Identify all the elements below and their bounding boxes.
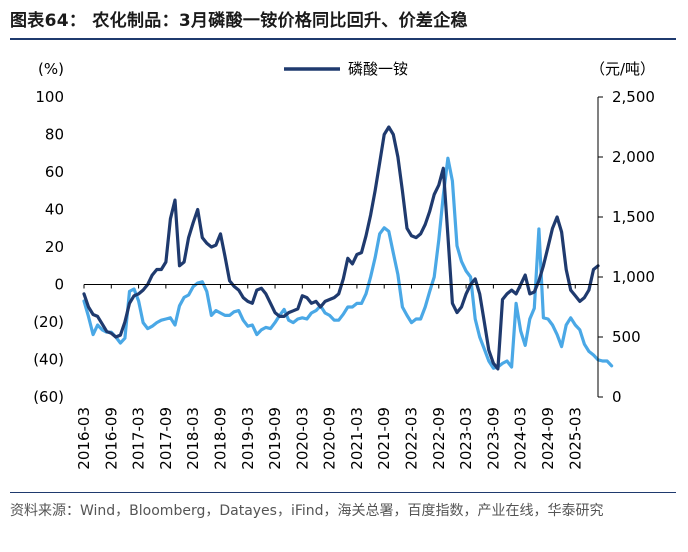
x-tick-label: 2021-03 (348, 407, 366, 470)
right-tick-label: 2,500 (612, 88, 655, 106)
legend-label: 磷酸一铵 (348, 60, 408, 78)
series-line-light (82, 156, 614, 370)
x-tick-label: 2023-09 (484, 407, 502, 470)
x-tick-label: 2020-03 (293, 407, 311, 470)
left-tick-label: 100 (35, 88, 64, 106)
x-tick-label: 2019-03 (239, 407, 257, 470)
right-tick-label: 500 (612, 328, 641, 346)
x-tick-label: 2023-03 (457, 407, 475, 470)
x-tick-label: 2019-09 (266, 407, 284, 470)
footer-divider (10, 492, 676, 493)
chart-title: 图表64： 农化制品：3月磷酸一铵价格同比回升、价差企稳 (10, 11, 468, 31)
x-tick-label: 2025-03 (566, 407, 584, 470)
x-tick-label: 2017-03 (130, 407, 148, 470)
x-tick-label: 2022-09 (430, 407, 448, 470)
left-tick-label: (40) (33, 351, 64, 369)
right-tick-label: 1,500 (612, 208, 655, 226)
left-tick-label: 80 (45, 126, 64, 144)
x-tick-label: 2020-09 (321, 407, 339, 470)
left-tick-label: 20 (45, 238, 64, 256)
left-tick-label: (20) (33, 313, 64, 331)
title-divider (10, 38, 676, 40)
x-tick-label: 2022-03 (403, 407, 421, 470)
left-axis-unit: (%) (38, 60, 64, 78)
x-tick-label: 2018-09 (211, 407, 229, 470)
x-tick-label: 2024-03 (512, 407, 530, 470)
x-tick-label: 2018-03 (184, 407, 202, 470)
x-tick-label: 2017-09 (157, 407, 175, 470)
x-tick-label: 2016-09 (102, 407, 120, 470)
series-line-dark (82, 125, 600, 371)
dual-axis-line-chart: 100 80 60 40 20 0 (20) (40) (60) 2,500 2,000 1,500… (33, 60, 655, 470)
x-tick-label: 2021-09 (375, 407, 393, 470)
left-tick-label: (60) (33, 388, 64, 406)
x-tick-label: 2024-09 (539, 407, 557, 470)
x-tick-label: 2016-03 (75, 407, 93, 470)
left-tick-label: 0 (54, 276, 64, 294)
right-tick-label: 1,000 (612, 268, 655, 286)
right-tick-label: 0 (612, 388, 622, 406)
right-axis-unit: （元/吨） (590, 60, 655, 78)
right-tick-label: 2,000 (612, 148, 655, 166)
left-tick-label: 60 (45, 163, 64, 181)
source-note: 资料来源：Wind，Bloomberg，Datayes，iFind，海关总署，百… (10, 503, 604, 519)
left-tick-label: 40 (45, 201, 64, 219)
legend: 磷酸一铵 (284, 60, 408, 78)
